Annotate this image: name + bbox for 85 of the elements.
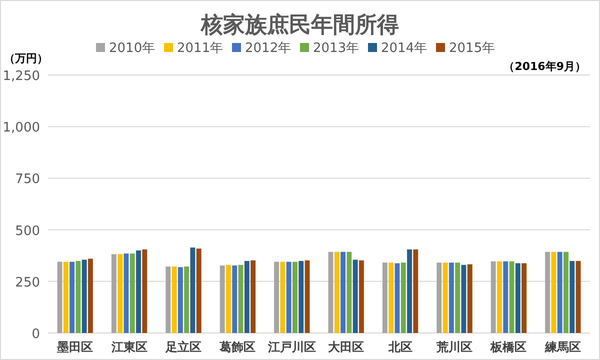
x-tick-label: 大田区 (328, 340, 364, 354)
legend-label: 2010年 (109, 41, 156, 56)
bar (436, 262, 442, 333)
bar (413, 249, 418, 333)
x-tick-label: 葛飾区 (218, 340, 256, 354)
legend-label: 2012年 (245, 41, 292, 56)
x-tick-label: 江東区 (110, 340, 148, 354)
x-tick-label: 板橋区 (490, 340, 527, 354)
bar (172, 266, 177, 333)
bar (88, 258, 93, 333)
bar (455, 262, 460, 333)
bar (334, 252, 340, 333)
bar (448, 262, 454, 333)
bar (76, 260, 81, 333)
bar (82, 260, 87, 333)
bar (118, 254, 123, 333)
y-tick-label: 1,000 (2, 120, 40, 136)
bar (382, 262, 388, 333)
legend-label: 2015年 (449, 41, 496, 56)
bar (178, 267, 183, 333)
bar (490, 261, 496, 333)
bar (136, 250, 141, 333)
bar (346, 252, 352, 333)
bar (274, 262, 280, 333)
bar (70, 262, 74, 333)
bar (111, 254, 116, 333)
bar (304, 260, 310, 333)
bar (394, 263, 400, 333)
bar (545, 252, 550, 333)
y-tick-label: 500 (15, 224, 40, 239)
y-tick-label: 750 (15, 172, 40, 188)
bar (467, 264, 472, 333)
bar (497, 261, 502, 333)
bar (166, 266, 171, 333)
bar (226, 264, 231, 333)
bar (442, 262, 448, 333)
y-tick-label: 250 (15, 275, 40, 290)
bar (142, 249, 148, 333)
bar (184, 266, 190, 333)
bar (63, 262, 68, 333)
x-tick-label: 足立区 (164, 340, 202, 354)
bar (557, 252, 562, 333)
bar (564, 252, 568, 333)
bar (298, 260, 304, 333)
bar (522, 263, 527, 333)
bar (238, 264, 244, 333)
x-tick-label: 墨田区 (56, 340, 94, 354)
bar (461, 264, 466, 333)
bar (232, 266, 238, 333)
bar (515, 263, 520, 333)
chart-title: 核家族庶民年間所得 (200, 12, 399, 38)
bar (388, 262, 394, 333)
bar (244, 260, 250, 333)
bar (340, 252, 346, 333)
x-tick-label: 江戸川区 (266, 340, 316, 354)
bar (551, 252, 556, 333)
bar (503, 261, 508, 333)
bar (190, 248, 196, 333)
bar (328, 252, 334, 333)
bar (250, 260, 256, 333)
bar (358, 260, 364, 333)
bar (57, 262, 62, 333)
y-tick-label: 0 (32, 327, 40, 342)
bar (509, 261, 514, 333)
y-tick-label: 1,250 (2, 69, 40, 84)
bar (286, 262, 292, 333)
bar (576, 260, 581, 333)
bar (130, 254, 135, 333)
bar (196, 248, 202, 333)
legend-label: 2014年 (381, 41, 428, 56)
bar (352, 260, 358, 333)
bar (407, 249, 412, 333)
y-axis-title: （万円） (4, 52, 48, 65)
legend-label: 2011年 (177, 41, 224, 56)
x-tick-label: 北区 (387, 340, 412, 354)
bar (124, 254, 129, 333)
x-tick-label: 荒川区 (436, 340, 472, 354)
text: （2016年9月） (504, 60, 586, 73)
bar (292, 262, 298, 333)
bar (400, 262, 406, 333)
bar (570, 260, 575, 333)
x-tick-label: 練馬区 (544, 340, 581, 354)
bar (280, 262, 286, 333)
bar (220, 266, 225, 333)
legend-label: 2013年 (313, 41, 360, 56)
